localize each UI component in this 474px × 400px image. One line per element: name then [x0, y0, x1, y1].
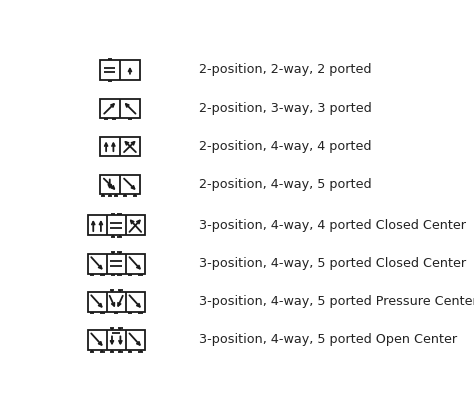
Bar — [88, 254, 145, 274]
Bar — [100, 98, 140, 118]
Text: 3-position, 4-way, 5 ported Pressure Center: 3-position, 4-way, 5 ported Pressure Cen… — [199, 295, 474, 308]
Bar — [88, 216, 145, 236]
Bar — [88, 292, 145, 312]
Bar — [100, 175, 140, 194]
Text: 2-position, 2-way, 2 ported: 2-position, 2-way, 2 ported — [199, 64, 371, 76]
Text: 3-position, 4-way, 5 ported Open Center: 3-position, 4-way, 5 ported Open Center — [199, 333, 457, 346]
Text: 3-position, 4-way, 4 ported Closed Center: 3-position, 4-way, 4 ported Closed Cente… — [199, 219, 466, 232]
Text: 2-position, 4-way, 4 ported: 2-position, 4-way, 4 ported — [199, 140, 371, 153]
Text: 3-position, 4-way, 5 ported Closed Center: 3-position, 4-way, 5 ported Closed Cente… — [199, 257, 466, 270]
Text: 2-position, 3-way, 3 ported: 2-position, 3-way, 3 ported — [199, 102, 372, 115]
Text: 2-position, 4-way, 5 ported: 2-position, 4-way, 5 ported — [199, 178, 372, 191]
Bar — [88, 330, 145, 350]
Bar — [100, 137, 140, 156]
Bar — [100, 60, 140, 80]
